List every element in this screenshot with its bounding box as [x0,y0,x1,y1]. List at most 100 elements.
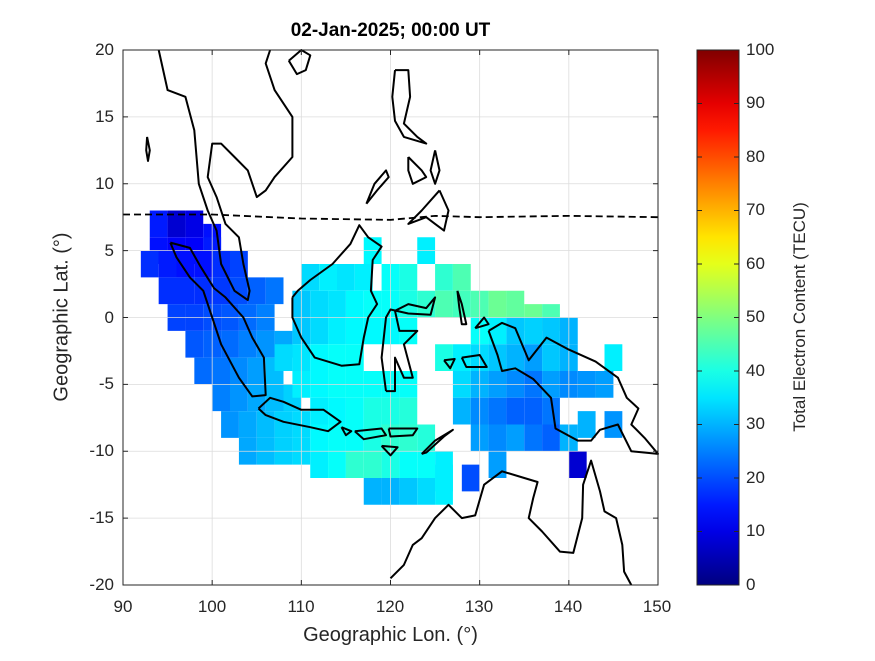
y-tick-label: -20 [89,575,114,594]
tec-cell [185,210,204,238]
coastline [257,396,342,433]
y-tick-label: -5 [98,374,114,393]
tec-cell [488,317,507,345]
coastline [380,296,437,393]
colorbar-tick-label: 80 [746,147,765,166]
tec-cell [524,344,543,371]
tec-cell [328,344,346,371]
colorbar-tick-label: 70 [746,200,765,219]
tec-cell [310,344,329,371]
coastline [407,156,428,185]
coastline [420,428,454,455]
tec-cell [310,290,329,318]
coastline [291,224,383,367]
tec-cell [488,424,507,452]
colorbar-tick-label: 90 [746,93,765,112]
tec-cell [247,384,266,412]
tec-cell [435,290,453,318]
tec-cell [542,424,560,452]
tec-cell [399,478,418,505]
tec-cell [328,317,346,345]
tec-cell [399,424,418,452]
tec-cell [221,330,239,358]
tec-cell [176,277,195,305]
colorbar-tick-label: 30 [746,414,765,433]
tec-cell [247,357,266,385]
coastline [387,427,419,438]
tec-cell [149,210,168,238]
tec-cell [230,357,248,385]
coastline [340,426,353,437]
x-tick-label: 100 [197,597,227,616]
coastline [429,150,441,185]
y-tick-label: -15 [89,508,114,527]
tec-cell [337,264,355,291]
tec-cell [354,264,373,291]
tec-cell [345,317,364,345]
coastline [443,358,456,370]
tec-cell [417,451,436,478]
tec-cell [221,411,239,438]
tec-cell [194,250,213,278]
tec-cell [230,384,248,412]
x-tick-label: 130 [464,597,494,616]
tec-cell [363,290,382,318]
coastline [287,49,312,76]
tec-cell [167,210,186,238]
tec-cell [274,411,293,438]
tec-cell [158,277,177,305]
tec-cell [185,330,204,358]
tec-cell [256,330,275,358]
x-axis-label: Geographic Lon. (°) [303,624,478,646]
tec-cell [158,250,177,278]
coastline [456,290,468,326]
tec-cell [524,317,543,345]
tec-cell [488,290,507,318]
tec-cell [435,344,453,371]
tec-cell [577,411,596,438]
tec-cell [452,264,471,291]
tec-cell [506,424,525,452]
coastline [460,354,488,368]
colorbar-tick-label: 50 [746,307,765,326]
tec-cell [328,290,346,318]
colorbar-tick-label: 100 [746,40,775,59]
y-axis-label: Geographic Lat. (°) [50,232,73,402]
tec-cell [363,397,382,425]
tec-cell [542,344,560,371]
colorbar-tick-label: 60 [746,254,765,273]
tec-cell [212,384,230,412]
tec-cell [345,451,364,478]
tec-cell [461,464,480,492]
y-tick-label: 5 [104,241,114,260]
tec-cell [604,411,623,438]
x-tick-label: 110 [287,597,315,616]
tec-cell [435,464,453,492]
tec-cell [238,411,257,438]
tec-cell [488,397,507,425]
tec-cell [230,250,248,278]
coastline [407,189,450,232]
tec-cell [542,397,560,425]
tec-cell [417,478,436,505]
coastline [474,316,490,330]
tec-cell [452,397,471,425]
coastline [389,459,633,586]
tec-cell [399,397,418,425]
tec-cell [265,384,284,412]
tec-cell [363,451,382,478]
y-tick-label: 15 [95,107,114,126]
tec-cell [328,397,346,425]
tec-cell [328,451,346,478]
tec-cell [568,451,587,478]
coastline [380,444,399,457]
tec-cell [140,250,159,278]
tec-cell [604,344,623,371]
tec-cell [230,277,248,305]
colorbar-tick-label: 40 [746,361,765,380]
tec-cell [506,344,525,371]
tec-cell [399,264,418,291]
dashed-line [123,213,659,221]
tec-cell [265,277,284,305]
